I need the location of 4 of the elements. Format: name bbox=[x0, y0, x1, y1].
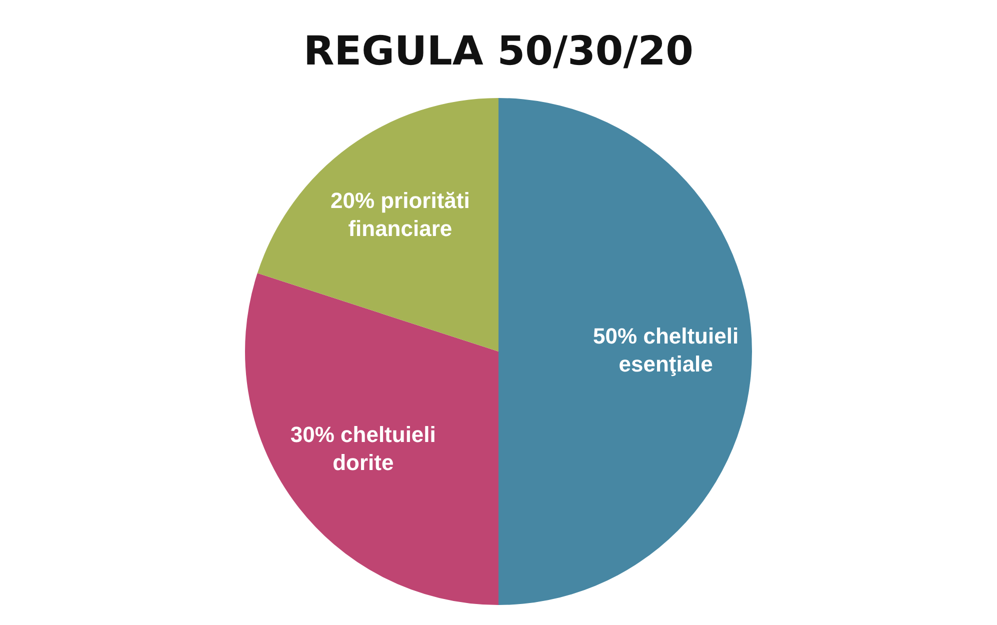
slice-label: 20% priorităti financiare bbox=[330, 188, 470, 242]
slice-label: 30% cheltuieli dorite bbox=[290, 422, 436, 475]
slice-label: 50% cheltuieli esenţiale bbox=[593, 324, 739, 377]
chart-title: REGULA 50/30/20 bbox=[303, 28, 694, 74]
